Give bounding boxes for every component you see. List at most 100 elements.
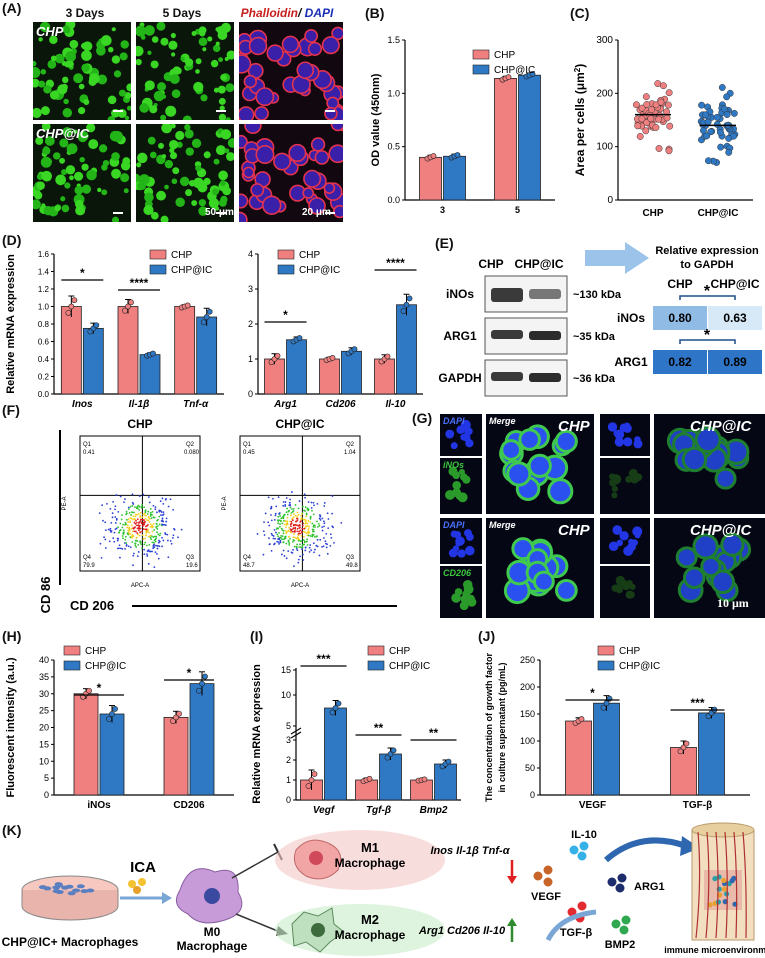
event-dot	[277, 535, 280, 538]
if-cell	[627, 542, 636, 552]
event-dot	[291, 511, 294, 513]
cell-blob	[184, 124, 191, 131]
row-label-chp: CHP	[36, 24, 64, 39]
legend-label: CHP@IC	[389, 661, 430, 672]
legend-swatch	[277, 249, 295, 260]
event-dot	[302, 559, 305, 561]
cell-blob	[243, 74, 258, 89]
event-dot	[146, 555, 149, 557]
y-tick-label: 1.6	[38, 250, 50, 259]
event-dot	[127, 545, 130, 548]
event-dot	[285, 526, 287, 529]
event-dot	[161, 536, 163, 539]
event-dot	[131, 541, 134, 543]
data-point	[93, 322, 100, 329]
event-dot	[283, 555, 286, 557]
if-cell	[623, 437, 633, 447]
event-dot	[293, 533, 295, 535]
event-dot	[149, 515, 152, 517]
cell-blob	[88, 139, 99, 150]
event-dot	[289, 537, 292, 540]
if-cell	[460, 594, 470, 604]
dapi-label: DAPI	[304, 6, 334, 20]
event-dot	[135, 546, 138, 548]
event-dot	[302, 539, 305, 542]
if-cell	[554, 429, 578, 453]
cell-blob	[124, 92, 131, 99]
if-cell	[455, 492, 464, 500]
tgfb-particle	[577, 901, 587, 911]
event-dot	[276, 533, 279, 536]
group-label-chp: CHP	[558, 418, 590, 435]
event-dot	[304, 546, 307, 549]
scaffold-cell	[723, 891, 730, 897]
x-tick-label: Arg1	[273, 399, 297, 410]
cell-blob	[191, 200, 198, 206]
cell-blob	[169, 73, 180, 84]
event-dot	[159, 500, 162, 503]
cell-blob	[61, 83, 68, 91]
event-dot	[156, 547, 159, 550]
legend-swatch	[597, 660, 615, 671]
event-dot	[169, 498, 172, 501]
cell-blob	[89, 73, 100, 84]
cell-blob	[175, 197, 185, 207]
cell-blob	[55, 174, 66, 186]
if-texture	[611, 575, 636, 599]
event-dot	[324, 540, 327, 543]
event-dot	[131, 505, 134, 507]
event-dot	[285, 497, 288, 499]
event-dot	[149, 536, 152, 539]
x-axis-name: APC-A	[131, 583, 149, 589]
event-dot	[153, 516, 156, 519]
event-dot	[294, 504, 297, 506]
event-dot	[305, 522, 308, 524]
tgfb-particle	[567, 907, 577, 917]
event-dot	[152, 541, 155, 544]
y-tick-label: 10	[39, 756, 49, 766]
big-arrow-top	[604, 837, 687, 863]
cell-blob	[213, 87, 220, 93]
event-dot	[147, 528, 149, 531]
if-micrograph	[654, 518, 765, 618]
cell-blob	[98, 144, 108, 153]
event-dot	[159, 532, 162, 535]
cell-blob	[78, 107, 86, 115]
il10-label: IL-10	[571, 829, 597, 841]
event-dot	[297, 525, 300, 527]
cell-blob	[255, 87, 275, 107]
event-dot	[292, 548, 294, 551]
event-dot	[134, 530, 137, 533]
dish-cell	[38, 885, 47, 890]
if-channel-label: iNOs	[443, 460, 465, 470]
event-dot	[312, 530, 314, 533]
data-point	[703, 132, 711, 140]
y-tick-label: 1.4	[38, 268, 50, 277]
up-arrow-head	[507, 918, 517, 926]
cell-blob	[310, 137, 326, 152]
if-cell	[623, 422, 631, 430]
event-dot	[154, 506, 157, 509]
event-dot	[323, 522, 326, 525]
if-cell	[633, 439, 643, 449]
bar	[396, 304, 417, 395]
if-cell	[445, 429, 455, 439]
cell-blob	[137, 181, 147, 191]
event-dot	[180, 528, 183, 531]
if-cell	[532, 570, 555, 593]
event-dot	[162, 511, 165, 514]
event-dot	[280, 535, 283, 537]
cell-blob	[168, 40, 178, 50]
event-dot	[139, 540, 142, 543]
event-dot	[134, 506, 136, 509]
event-dot	[133, 527, 136, 529]
m0-label-2: Macrophage	[177, 939, 248, 953]
if-cell	[458, 468, 465, 476]
bar	[565, 720, 592, 796]
cell-blob	[64, 60, 71, 68]
bar	[60, 306, 82, 395]
event-dot	[150, 517, 153, 519]
if-cell	[616, 539, 624, 547]
y-tick-label: 3	[248, 284, 253, 294]
event-dot	[121, 526, 124, 529]
